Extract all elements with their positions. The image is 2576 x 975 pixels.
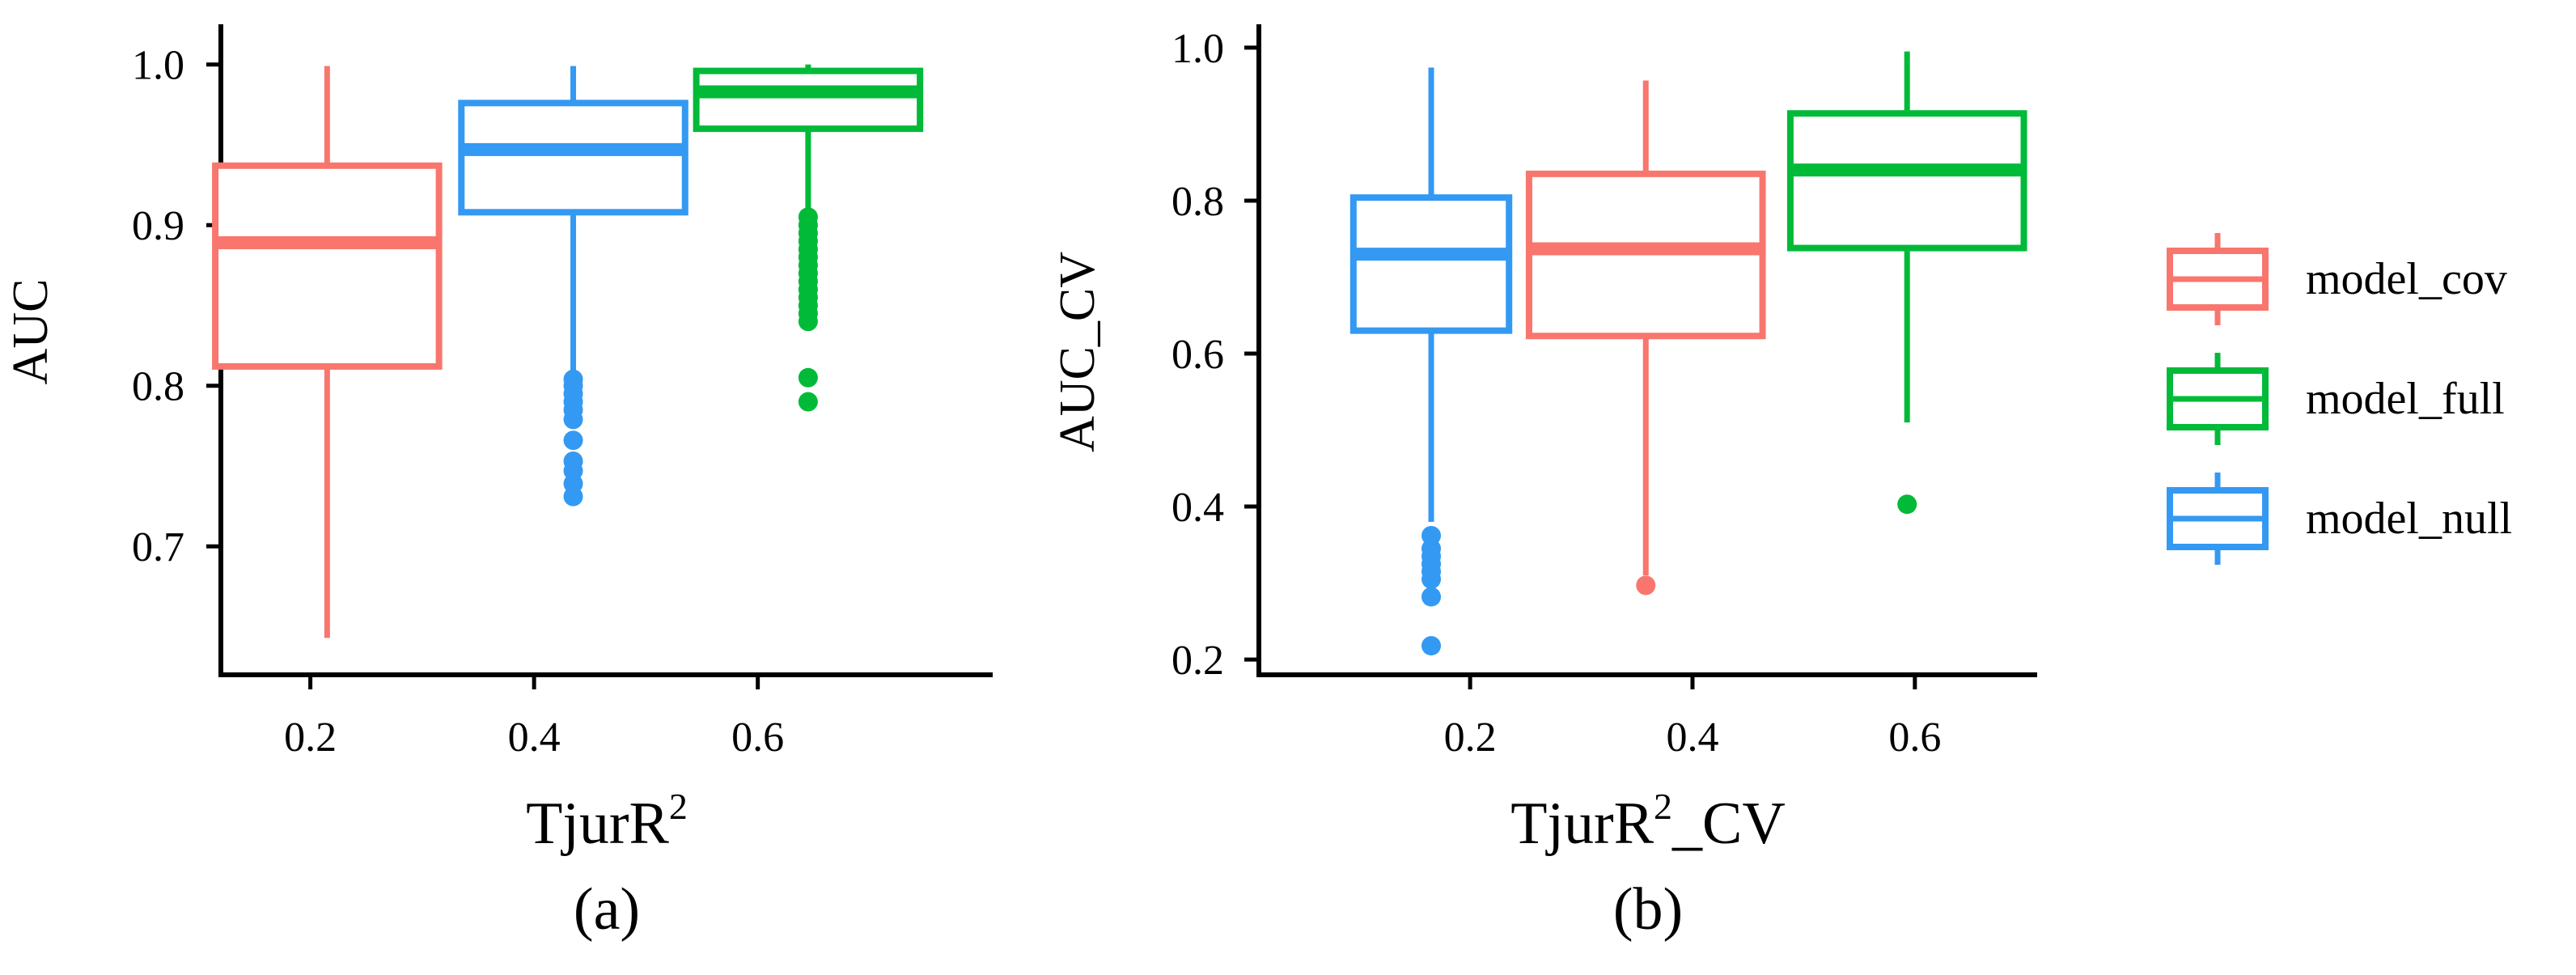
y-axis-title: AUC: [3, 279, 58, 385]
box-model_cov: [212, 66, 443, 638]
y-tick-label: 0.2: [1171, 638, 1224, 684]
x-tick-label: 0.2: [1444, 714, 1497, 761]
x-axis-title-main: TjurR: [1510, 791, 1654, 857]
outlier-point: [798, 367, 818, 388]
outlier-point: [1897, 494, 1917, 515]
x-axis-title: TjurR2_CV: [1510, 786, 1786, 857]
legend-label: model_cov: [2306, 254, 2507, 304]
outlier-point: [1421, 587, 1442, 607]
panel-label: (a): [574, 876, 640, 943]
x-axis-title: TjurR2: [526, 786, 688, 857]
outlier-point: [798, 392, 818, 412]
box-model_cov: [1525, 80, 1766, 596]
y-tick-label: 0.8: [132, 364, 184, 410]
legend-label: model_full: [2306, 374, 2505, 424]
box-iqr: [693, 67, 924, 133]
box-iqr: [1786, 110, 2027, 252]
box-iqr: [1349, 194, 1513, 334]
outlier-point: [563, 369, 583, 389]
x-tick-label: 0.4: [1666, 714, 1718, 761]
x-axis-title-superscript: 2: [1654, 786, 1672, 827]
box-iqr: [212, 162, 443, 370]
x-tick-label: 0.4: [508, 714, 561, 761]
panel-a: 0.7 0.8 0.9 1.0 0.2 0.4 0.6 AUC TjurR2 (a): [3, 24, 993, 943]
box-model_null: [1349, 67, 1513, 656]
legend: model_cov model_full model_null: [2167, 233, 2512, 565]
outlier-point: [563, 430, 583, 451]
y-axis-title: AUC_CV: [1050, 252, 1105, 452]
outlier-point: [798, 207, 818, 227]
legend-item-model_cov: model_cov: [2167, 233, 2507, 325]
outlier-point: [1636, 575, 1656, 596]
box-model_full: [1786, 51, 2027, 515]
x-tick-label: 0.2: [284, 714, 337, 761]
legend-item-model_full: model_full: [2167, 353, 2505, 445]
y-tick-label: 0.7: [132, 524, 184, 570]
x-axis-title-main: TjurR: [526, 791, 669, 857]
outlier-point: [1421, 636, 1442, 656]
y-tick-label: 0.4: [1171, 485, 1224, 531]
box-model_null: [458, 66, 688, 507]
legend-label: model_null: [2306, 494, 2512, 544]
y-tick-label: 1.0: [132, 43, 184, 89]
panel-label: (b): [1613, 876, 1683, 943]
y-tick-label: 1.0: [1171, 26, 1224, 72]
y-tick-label: 0.8: [1171, 179, 1224, 225]
outlier-point: [563, 451, 583, 471]
y-tick-label: 0.9: [132, 203, 184, 249]
x-tick-label: 0.6: [1888, 714, 1941, 761]
outlier-point: [1421, 525, 1442, 545]
box-iqr: [458, 100, 688, 216]
x-tick-label: 0.6: [731, 714, 784, 761]
box-model_full: [693, 64, 924, 412]
y-tick-label: 0.6: [1171, 332, 1224, 378]
x-axis-title-suffix: _CV: [1671, 791, 1786, 857]
panel-b: 0.2 0.4 0.6 0.8 1.0 0.2 0.4 0.6 AUC_CV TjurR2_CV (…: [1050, 24, 2037, 943]
legend-item-model_null: model_null: [2167, 473, 2512, 565]
x-axis-title-superscript: 2: [669, 786, 688, 827]
